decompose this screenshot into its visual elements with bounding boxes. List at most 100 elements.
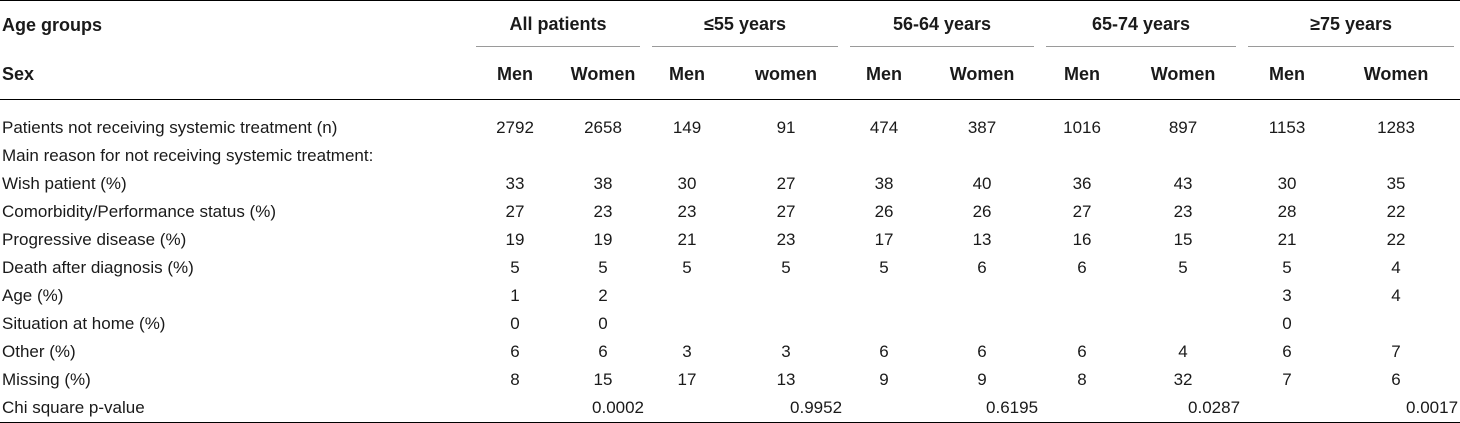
table-cell [1124, 282, 1242, 310]
table-cell: 6 [598, 342, 608, 361]
table-cell: 38 [874, 174, 894, 193]
table-cell: 897 [1168, 118, 1198, 137]
table-row: Patients not receiving systemic treatmen… [0, 114, 1460, 142]
table-cell: 27 [1072, 202, 1092, 221]
table-cell: 13 [972, 230, 992, 249]
row-label: Age (%) [2, 286, 64, 305]
table-cell: 21 [677, 230, 697, 249]
table-cell: 9 [879, 370, 889, 389]
table-cell: 1 [510, 286, 520, 305]
table-cell: 3 [682, 342, 692, 361]
pvalue-cell: 0.0002 [560, 394, 647, 423]
table-cell [1040, 142, 1124, 170]
pvalue-cell: 0.0287 [1124, 394, 1243, 423]
table-cell: 5 [781, 258, 791, 277]
table-cell [844, 310, 924, 338]
row-label: Patients not receiving systemic treatmen… [2, 118, 338, 137]
table-cell [844, 142, 924, 170]
table-cell: 1153 [1268, 118, 1306, 137]
pvalue-cell: 0.6195 [924, 394, 1041, 423]
table-cell: 2658 [584, 118, 622, 137]
sex-header: Men [1040, 49, 1125, 100]
table-row: Main reason for not receiving systemic t… [0, 142, 1460, 170]
table-cell: 6 [1077, 258, 1087, 277]
table-cell: 27 [776, 202, 796, 221]
table-cell: 19 [505, 230, 525, 249]
table-row: Missing (%) 8 15 17 13 9 9 8 32 7 6 [0, 366, 1460, 394]
table-cell: 17 [677, 370, 697, 389]
table-cell [1124, 142, 1242, 170]
table-cell [1040, 282, 1124, 310]
table-cell: 1016 [1063, 118, 1101, 137]
table-cell: 26 [972, 202, 992, 221]
table-cell: 0 [598, 314, 608, 333]
table-cell: 19 [593, 230, 613, 249]
table-row: Death after diagnosis (%) 5 5 5 5 5 6 6 5 5 4 [0, 254, 1460, 282]
table-cell: 23 [1173, 202, 1193, 221]
table-body: Patients not receiving systemic treatmen… [0, 114, 1460, 394]
table-cell [1040, 310, 1124, 338]
table-cell: 474 [869, 118, 899, 137]
row-label: Wish patient (%) [2, 174, 127, 193]
table-cell: 23 [677, 202, 697, 221]
table-cell: 28 [1277, 202, 1297, 221]
table-cell: 26 [874, 202, 894, 221]
table-cell [844, 282, 924, 310]
table-cell: 15 [1173, 230, 1193, 249]
table-cell [646, 142, 728, 170]
table-cell: 4 [1178, 342, 1188, 361]
table-cell: 0 [510, 314, 520, 333]
table-cell [1242, 142, 1332, 170]
table-cell: 6 [879, 342, 889, 361]
table-cell [1124, 310, 1242, 338]
table-row: Situation at home (%) 0 0 0 [0, 310, 1460, 338]
table-row: Wish patient (%) 33 38 30 27 38 40 36 43 30 35 [0, 170, 1460, 198]
table-cell [560, 142, 646, 170]
table-cell: 7 [1282, 370, 1292, 389]
table-cell: 5 [510, 258, 520, 277]
table-cell: 6 [1077, 342, 1087, 361]
row-label: Situation at home (%) [2, 314, 166, 333]
age-groups-label: Age groups [0, 0, 470, 49]
table-cell: 33 [505, 174, 525, 193]
table-cell: 1283 [1377, 118, 1415, 137]
row-label: Comorbidity/Performance status (%) [2, 202, 276, 221]
table-cell: 23 [593, 202, 613, 221]
table-cell: 3 [781, 342, 791, 361]
sex-header: Men [646, 49, 729, 100]
header-row-sex: Sex Men Women Men women Men Women Men Wo… [0, 49, 1460, 100]
table-cell: 0 [1282, 314, 1292, 333]
pvalue-cell: 0.0017 [1332, 394, 1460, 423]
table-row: Progressive disease (%) 19 19 21 23 17 13 16 15 2… [0, 226, 1460, 254]
table-cell: 7 [1391, 342, 1401, 361]
table-cell: 5 [1282, 258, 1292, 277]
table-cell: 5 [879, 258, 889, 277]
sex-header: Men [844, 49, 925, 100]
table-cell: 23 [776, 230, 796, 249]
table-cell [646, 282, 728, 310]
table-cell: 6 [977, 342, 987, 361]
table-cell: 22 [1386, 230, 1406, 249]
table-cell: 2 [598, 286, 608, 305]
table-cell [470, 142, 560, 170]
table-cell: 16 [1072, 230, 1092, 249]
table-cell: 5 [598, 258, 608, 277]
table-row: Age (%) 1 2 3 4 [0, 282, 1460, 310]
table-cell: 32 [1173, 370, 1193, 389]
table-cell [924, 282, 1040, 310]
sex-header: Women [1124, 49, 1243, 100]
pvalue-row: Chi square p-value 0.0002 0.9952 0.6195 … [0, 394, 1460, 423]
row-label: Other (%) [2, 342, 76, 361]
sex-header: Women [560, 49, 647, 100]
table-cell: 4 [1391, 286, 1401, 305]
table-cell: 5 [1178, 258, 1188, 277]
table-cell: 15 [593, 370, 613, 389]
sex-header: Men [470, 49, 560, 100]
pvalue-label: Chi square p-value [0, 394, 470, 423]
table-cell [646, 310, 728, 338]
table-cell: 21 [1277, 230, 1297, 249]
table-cell: 38 [593, 174, 613, 193]
row-label: Main reason for not receiving systemic t… [2, 146, 374, 165]
table-cell: 6 [510, 342, 520, 361]
